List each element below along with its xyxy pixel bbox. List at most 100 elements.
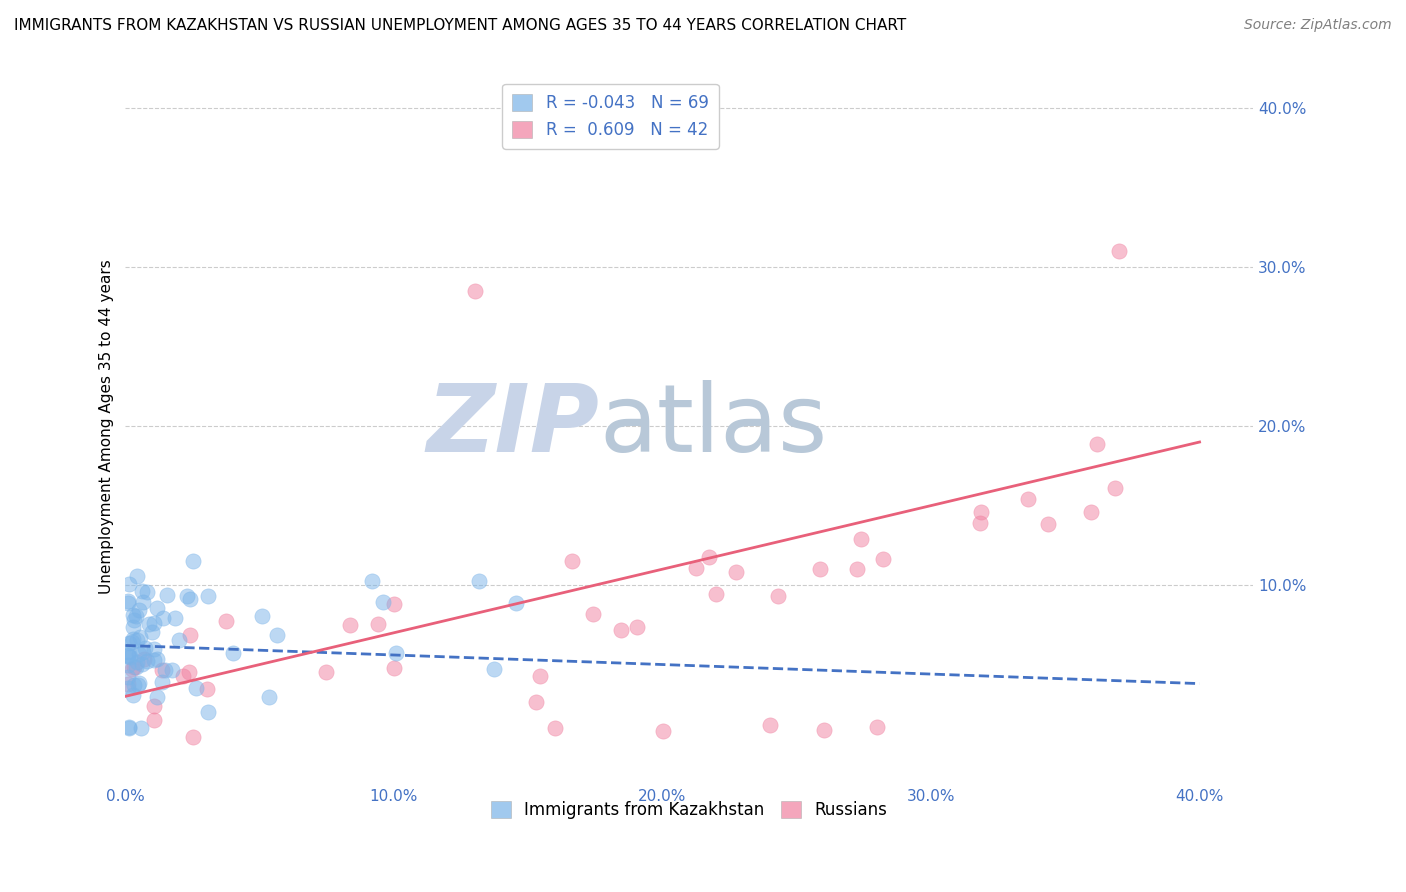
Point — [132, 595, 155, 609]
Point — [846, 562, 869, 576]
Point — [257, 690, 280, 705]
Point — [122, 613, 145, 627]
Point — [808, 561, 831, 575]
Point — [135, 585, 157, 599]
Point — [142, 698, 165, 713]
Point — [128, 676, 150, 690]
Point — [382, 597, 405, 611]
Point — [1036, 517, 1059, 532]
Point — [1085, 437, 1108, 451]
Point — [626, 620, 648, 634]
Point — [610, 624, 633, 638]
Point — [704, 587, 727, 601]
Point — [181, 554, 204, 568]
Point — [128, 630, 150, 644]
Point — [117, 669, 139, 683]
Point — [155, 663, 177, 677]
Text: IMMIGRANTS FROM KAZAKHSTAN VS RUSSIAN UNEMPLOYMENT AMONG AGES 35 TO 44 YEARS COR: IMMIGRANTS FROM KAZAKHSTAN VS RUSSIAN UN… — [14, 18, 907, 33]
Point — [181, 730, 204, 744]
Point — [118, 636, 141, 650]
Point — [484, 662, 506, 676]
Point — [367, 616, 389, 631]
Point — [146, 690, 169, 705]
Point — [118, 719, 141, 733]
Point — [222, 646, 245, 660]
Point — [128, 602, 150, 616]
Point — [125, 608, 148, 623]
Point — [526, 695, 548, 709]
Point — [529, 668, 551, 682]
Point — [150, 663, 173, 677]
Point — [197, 705, 219, 719]
Point — [129, 721, 152, 735]
Point — [124, 660, 146, 674]
Point — [125, 656, 148, 670]
Text: atlas: atlas — [599, 380, 827, 472]
Point — [179, 628, 201, 642]
Point — [759, 718, 782, 732]
Point — [849, 532, 872, 546]
Point — [468, 574, 491, 588]
Text: ZIP: ZIP — [426, 380, 599, 472]
Point — [172, 669, 194, 683]
Text: Source: ZipAtlas.com: Source: ZipAtlas.com — [1244, 18, 1392, 32]
Point — [179, 592, 201, 607]
Point — [215, 615, 238, 629]
Point — [156, 588, 179, 602]
Point — [179, 665, 201, 680]
Point — [184, 681, 207, 695]
Point — [117, 648, 139, 663]
Point — [872, 552, 894, 566]
Point — [131, 657, 153, 672]
Point — [121, 662, 143, 676]
Point — [250, 609, 273, 624]
Point — [544, 721, 567, 735]
Point — [142, 653, 165, 667]
Point — [561, 553, 583, 567]
Point — [1108, 244, 1130, 259]
Point — [1017, 491, 1039, 506]
Point — [122, 659, 145, 673]
Point — [127, 678, 149, 692]
Point — [360, 574, 382, 588]
Point — [117, 577, 139, 591]
Point — [169, 633, 191, 648]
Point — [121, 607, 143, 622]
Point — [131, 583, 153, 598]
Point — [128, 647, 150, 661]
Point — [127, 632, 149, 647]
Point — [117, 681, 139, 696]
Point — [195, 681, 218, 696]
Point — [176, 590, 198, 604]
Point — [121, 635, 143, 649]
Point — [339, 617, 361, 632]
Point — [117, 645, 139, 659]
Point — [138, 616, 160, 631]
Point — [117, 658, 139, 673]
Point — [969, 516, 991, 531]
Point — [142, 714, 165, 728]
Point — [117, 721, 139, 735]
Point — [117, 676, 139, 690]
Point — [160, 663, 183, 677]
Y-axis label: Unemployment Among Ages 35 to 44 years: Unemployment Among Ages 35 to 44 years — [100, 259, 114, 593]
Point — [117, 596, 139, 610]
Point — [145, 601, 167, 615]
Point — [152, 611, 174, 625]
Point — [118, 650, 141, 665]
Point — [384, 646, 406, 660]
Point — [127, 568, 149, 582]
Point — [1080, 504, 1102, 518]
Point — [134, 652, 156, 666]
Point — [121, 620, 143, 634]
Point — [134, 641, 156, 656]
Point — [651, 724, 673, 739]
Point — [146, 651, 169, 665]
Point — [122, 688, 145, 702]
Point — [315, 665, 337, 679]
Point — [197, 589, 219, 603]
Point — [371, 595, 394, 609]
Point — [1104, 481, 1126, 495]
Point — [505, 596, 527, 610]
Point — [266, 628, 288, 642]
